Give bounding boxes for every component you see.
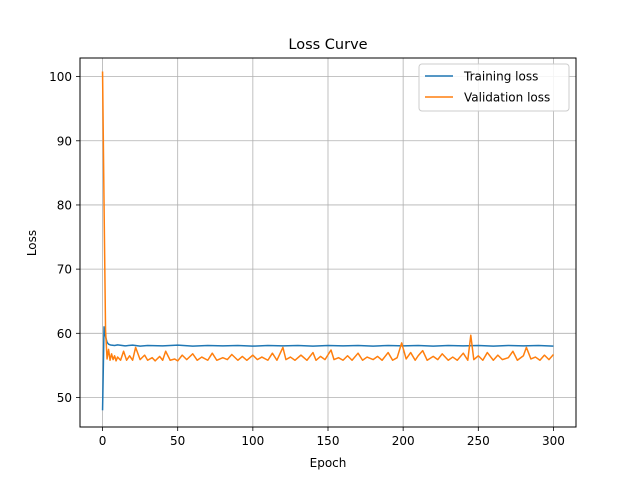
legend-label-validation: Validation loss — [464, 91, 550, 105]
chart-title: Loss Curve — [288, 37, 367, 53]
legend: Training loss Validation loss — [418, 63, 570, 112]
y-axis-label: Loss — [25, 230, 39, 256]
tick-layer: 0 50 100 150 200 250 300 50 60 70 80 90 100 — [49, 70, 565, 448]
y-tick-label: 60 — [57, 327, 72, 341]
series-layer — [101, 71, 555, 411]
x-tick-label: 300 — [542, 434, 565, 448]
validation-loss-line — [101, 71, 555, 362]
legend-label-training: Training loss — [463, 70, 538, 84]
y-tick-label: 100 — [49, 70, 72, 84]
x-tick-label: 50 — [170, 434, 185, 448]
x-axis-label: Epoch — [310, 456, 347, 470]
x-tick-label: 100 — [241, 434, 264, 448]
x-tick-label: 150 — [317, 434, 340, 448]
legend-box — [418, 63, 570, 112]
y-tick-label: 70 — [57, 263, 72, 277]
grid-layer — [80, 58, 576, 427]
training-loss-line — [101, 326, 554, 411]
y-tick-label: 50 — [57, 391, 72, 405]
x-tick-label: 0 — [99, 434, 107, 448]
x-tick-label: 200 — [392, 434, 415, 448]
x-tick-label: 250 — [467, 434, 490, 448]
y-tick-label: 80 — [57, 198, 72, 212]
y-tick-label: 90 — [57, 134, 72, 148]
